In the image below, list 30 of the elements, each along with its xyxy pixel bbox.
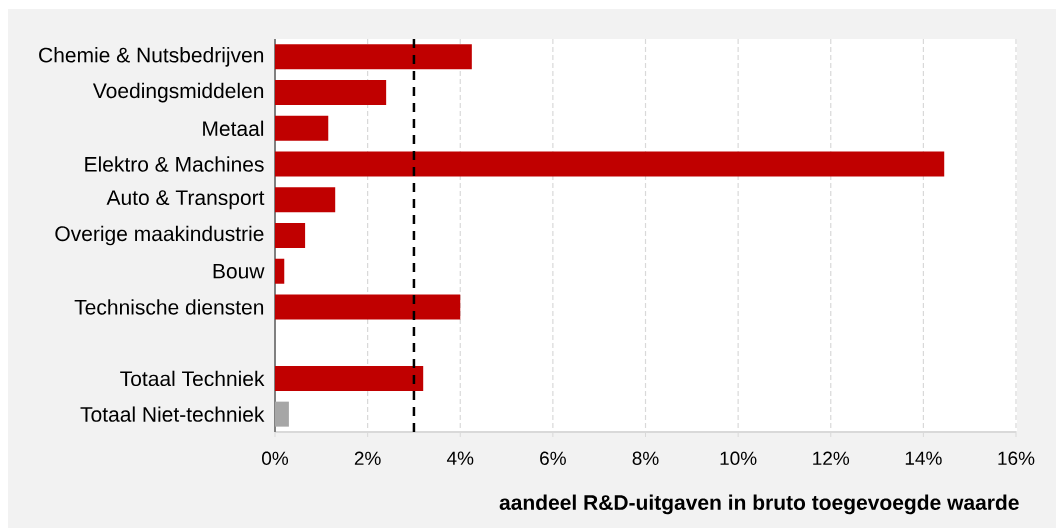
bar — [275, 258, 285, 284]
y-tick-label: Metaal — [203, 120, 264, 137]
x-tick-label: 0% — [262, 451, 289, 465]
bar — [275, 365, 424, 391]
y-tick-label: Technische diensten — [74, 299, 264, 315]
bar — [275, 151, 945, 177]
bar — [275, 80, 387, 106]
x-tick-label: 16% — [998, 451, 1035, 465]
bar — [275, 401, 289, 427]
x-tick-label: 12% — [813, 451, 850, 465]
y-tick-label: Auto & Transport — [106, 190, 265, 210]
y-tick-label: Overige maakindustrie — [55, 225, 264, 246]
bar — [275, 115, 329, 141]
y-tick-label: Voedingsmiddelen — [92, 82, 264, 103]
bar — [275, 223, 306, 248]
y-tick-label: Bouw — [213, 263, 265, 279]
bar — [275, 294, 461, 320]
bar — [275, 44, 472, 70]
x-tick-label: 8% — [632, 451, 659, 465]
x-tick-label: 4% — [446, 451, 474, 465]
y-tick-label: Totaal Techniek — [120, 370, 265, 387]
x-tick-label: 6% — [540, 451, 566, 465]
bar — [275, 187, 336, 213]
x-axis-title: aandeel R&D-uitgaven in bruto toegevoegde waarde — [499, 494, 1019, 515]
y-tick-label: Totaal Niet-techniek — [80, 406, 265, 422]
y-tick-label: Elektro & Machines — [85, 156, 264, 172]
x-tick-label: 2% — [354, 451, 381, 465]
x-tick-label: 14% — [905, 451, 942, 465]
x-tick-label: 10% — [720, 451, 757, 465]
y-tick-label: Chemie & Nutsbedrijven — [39, 47, 264, 67]
